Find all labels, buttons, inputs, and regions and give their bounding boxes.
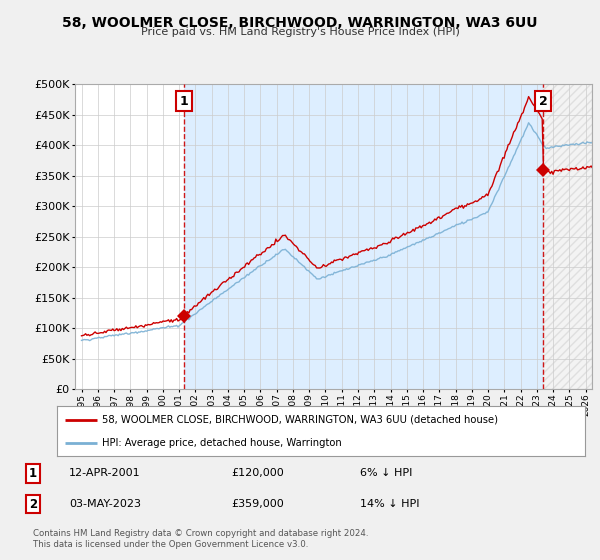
Text: 2: 2	[29, 497, 37, 511]
Text: 2: 2	[539, 95, 547, 108]
Text: 14% ↓ HPI: 14% ↓ HPI	[360, 499, 419, 509]
Text: Price paid vs. HM Land Registry's House Price Index (HPI): Price paid vs. HM Land Registry's House …	[140, 27, 460, 37]
Text: HPI: Average price, detached house, Warrington: HPI: Average price, detached house, Warr…	[102, 438, 341, 448]
Text: 12-APR-2001: 12-APR-2001	[69, 468, 140, 478]
Text: 1: 1	[29, 466, 37, 480]
Text: £359,000: £359,000	[231, 499, 284, 509]
Bar	[184, 84, 543, 389]
Text: 58, WOOLMER CLOSE, BIRCHWOOD, WARRINGTON, WA3 6UU (detached house): 58, WOOLMER CLOSE, BIRCHWOOD, WARRINGTON…	[102, 414, 498, 424]
Text: £120,000: £120,000	[231, 468, 284, 478]
Text: Contains HM Land Registry data © Crown copyright and database right 2024.
This d: Contains HM Land Registry data © Crown c…	[33, 529, 368, 549]
Text: 6% ↓ HPI: 6% ↓ HPI	[360, 468, 412, 478]
Text: 03-MAY-2023: 03-MAY-2023	[69, 499, 141, 509]
Bar	[543, 84, 592, 389]
Text: 1: 1	[179, 95, 188, 108]
Text: 58, WOOLMER CLOSE, BIRCHWOOD, WARRINGTON, WA3 6UU: 58, WOOLMER CLOSE, BIRCHWOOD, WARRINGTON…	[62, 16, 538, 30]
